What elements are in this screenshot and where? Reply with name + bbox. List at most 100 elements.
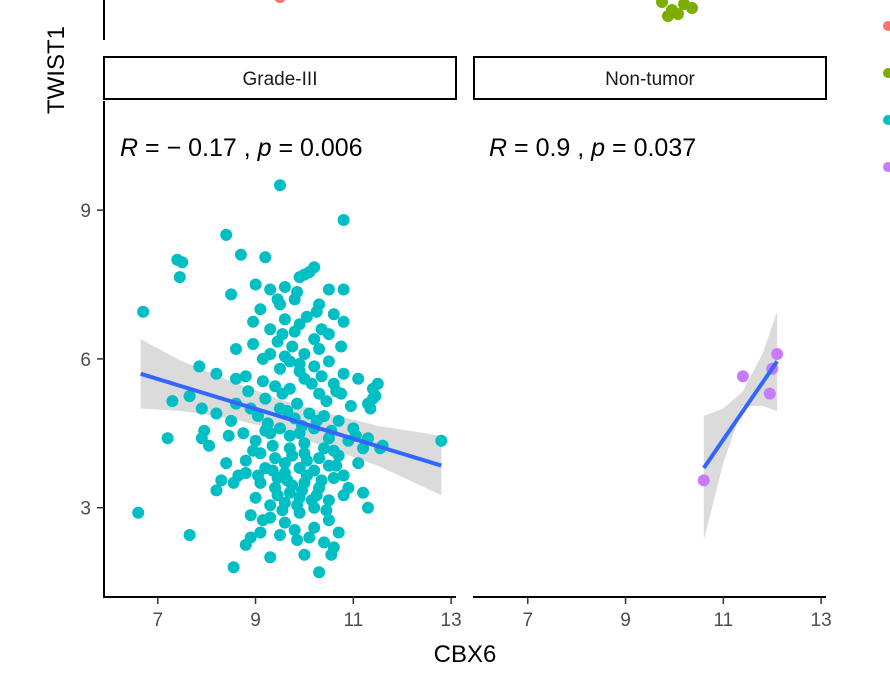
data-point: [281, 474, 294, 487]
data-point: [357, 442, 370, 455]
data-point: [249, 434, 262, 447]
confidence-band: [703, 311, 778, 540]
data-point: [259, 424, 272, 437]
data-point: [291, 499, 304, 512]
data-point: [256, 352, 269, 365]
data-point: [269, 452, 282, 465]
data-point: [276, 387, 289, 400]
data-point: [310, 414, 323, 427]
data-point: [315, 323, 328, 336]
data-point: [293, 365, 306, 378]
stat-label-grade-iii: R = − 0.17 , p = 0.006: [120, 134, 363, 162]
data-point: [225, 414, 238, 427]
data-point: [352, 372, 365, 385]
data-point: [300, 469, 313, 482]
top-panel-point: [656, 0, 668, 8]
top-panel-remnant: [103, 0, 698, 40]
data-point: [327, 472, 340, 484]
data-point: [271, 293, 284, 306]
data-point: [220, 228, 233, 241]
legend-key: [883, 115, 890, 125]
data-point: [247, 315, 260, 328]
x-tick-label: 13: [811, 610, 832, 631]
strip-box: [103, 56, 457, 100]
regression-line: [140, 371, 442, 468]
data-point: [173, 271, 186, 284]
stat-p-symbol: p: [257, 134, 272, 162]
data-point: [313, 387, 326, 400]
top-panel-points: [274, 0, 698, 22]
data-point: [308, 360, 321, 373]
y-ticks: 3 6 9: [80, 201, 104, 520]
data-point: [281, 405, 294, 417]
x-tick-label: 7: [522, 610, 533, 631]
data-point: [322, 494, 335, 507]
data-point: [298, 548, 311, 561]
x-tick-label: 11: [713, 610, 733, 631]
strip-grade-iii: Grade-III: [103, 56, 457, 100]
stat-r-equals: =: [507, 134, 536, 162]
data-point: [274, 179, 286, 192]
data-point: [697, 474, 710, 487]
data-point: [318, 536, 330, 549]
data-point: [264, 499, 277, 512]
data-point: [325, 548, 338, 561]
data-point: [322, 283, 335, 296]
data-point: [230, 343, 242, 355]
data-point: [278, 313, 291, 326]
data-point: [195, 402, 208, 415]
data-point: [337, 367, 350, 380]
data-point: [239, 370, 252, 383]
data-point: [161, 432, 174, 445]
data-point: [259, 392, 272, 405]
data-point: [313, 452, 326, 465]
data-point: [132, 506, 145, 519]
top-panel-point: [686, 2, 698, 14]
legend-remnant: [883, 21, 890, 172]
data-point: [234, 248, 247, 261]
x-tick-label: 9: [620, 610, 631, 631]
data-point: [210, 367, 223, 380]
stat-r-value: − 0.17: [167, 134, 237, 162]
stat-p-value: 0.006: [300, 134, 363, 162]
y-tick-label: 3: [80, 499, 91, 520]
legend-key: [883, 21, 890, 31]
y-axis-title: TWIST1: [43, 26, 70, 114]
top-panel-point: [662, 10, 674, 22]
stat-p-equals: =: [605, 134, 634, 162]
data-point: [239, 538, 252, 551]
data-point: [276, 504, 289, 517]
strip-label-grade-iii: Grade-III: [243, 69, 318, 90]
data-point: [220, 457, 233, 470]
data-point: [330, 385, 343, 398]
data-point: [215, 474, 228, 487]
y-tick-label: 6: [80, 350, 91, 371]
data-point: [332, 449, 345, 462]
data-point: [269, 380, 282, 393]
data-point: [305, 377, 318, 390]
data-point: [313, 343, 326, 355]
legend-key: [883, 162, 890, 172]
data-point: [293, 462, 306, 474]
data-point: [247, 338, 260, 350]
data-point: [337, 489, 350, 502]
data-point: [222, 429, 235, 442]
data-point: [266, 439, 279, 452]
axes: 3 6 9 7 9 11 13 7 9 11 13: [80, 101, 832, 631]
data-point: [247, 444, 260, 457]
panel-non-tumor: [697, 311, 784, 540]
data-point: [315, 474, 328, 487]
data-point: [242, 385, 255, 398]
data-point: [283, 429, 296, 442]
data-point: [176, 256, 189, 269]
data-point: [193, 360, 206, 373]
data-point: [286, 340, 299, 353]
data-point: [357, 486, 370, 499]
data-point: [254, 526, 267, 539]
stat-r-value: 0.9: [536, 134, 571, 162]
data-point: [293, 271, 306, 284]
data-point: [362, 501, 374, 514]
strip-label-non-tumor: Non-tumor: [605, 69, 695, 90]
data-point: [266, 464, 279, 477]
